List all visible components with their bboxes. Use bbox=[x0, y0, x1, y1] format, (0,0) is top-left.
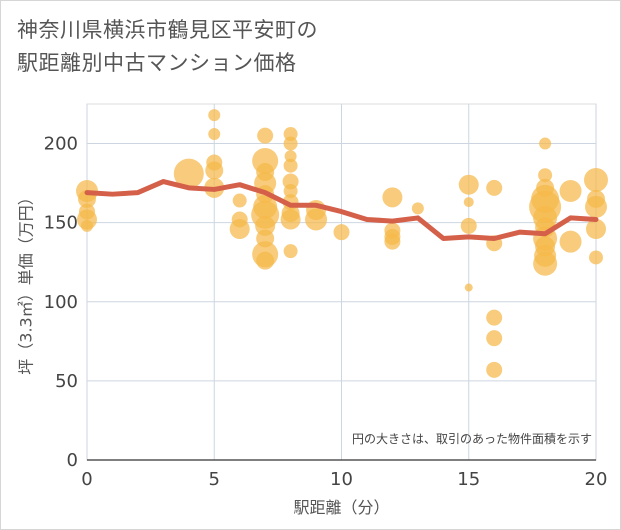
data-bubble bbox=[586, 218, 606, 239]
data-bubble bbox=[539, 137, 552, 150]
data-bubble bbox=[205, 161, 224, 180]
data-bubble bbox=[283, 184, 298, 199]
data-bubble bbox=[305, 208, 328, 231]
data-bubble bbox=[81, 219, 93, 232]
data-bubble bbox=[589, 250, 603, 265]
data-bubble bbox=[229, 218, 250, 239]
y-axis-label: 坪（3.3㎡）単価（万円） bbox=[17, 189, 36, 374]
y-tick-label: 100 bbox=[44, 292, 78, 313]
data-bubble bbox=[538, 168, 553, 183]
data-bubble bbox=[173, 158, 204, 189]
data-bubble bbox=[533, 251, 558, 276]
x-tick-label: 15 bbox=[457, 469, 480, 490]
data-bubble bbox=[585, 195, 607, 218]
data-bubble bbox=[208, 109, 221, 122]
size-annotation: 円の大きさは、取引のあった物件面積を示す bbox=[352, 431, 592, 446]
data-bubble bbox=[333, 224, 350, 241]
data-bubble bbox=[464, 283, 473, 292]
data-bubble bbox=[486, 361, 503, 378]
x-tick-label: 10 bbox=[330, 469, 353, 490]
data-bubble bbox=[463, 197, 474, 208]
data-bubble bbox=[486, 330, 503, 347]
data-bubble bbox=[559, 230, 582, 253]
data-bubble bbox=[283, 244, 298, 259]
data-bubble bbox=[559, 180, 582, 203]
trend-line bbox=[84, 179, 599, 241]
data-bubble bbox=[284, 150, 297, 163]
data-bubble bbox=[280, 209, 301, 230]
x-tick-label: 20 bbox=[585, 469, 608, 490]
data-bubble bbox=[257, 127, 274, 144]
x-tick-label: 0 bbox=[81, 469, 92, 490]
data-bubble bbox=[384, 233, 401, 250]
data-bubble bbox=[584, 167, 608, 192]
data-bubble bbox=[486, 179, 503, 196]
data-bubble bbox=[411, 202, 424, 215]
y-tick-label: 50 bbox=[55, 371, 78, 392]
data-bubble bbox=[460, 217, 477, 234]
chart-title: 神奈川県横浜市鶴見区平安町の 駅距離別中古マンション価格 bbox=[17, 14, 318, 80]
data-bubble bbox=[232, 193, 247, 208]
chart-title-line-2: 駅距離別中古マンション価格 bbox=[17, 51, 297, 75]
data-bubble bbox=[255, 215, 276, 236]
y-tick-label: 200 bbox=[44, 134, 78, 155]
data-bubble bbox=[283, 158, 298, 173]
y-tick-label: 150 bbox=[44, 213, 78, 234]
data-bubble bbox=[283, 136, 298, 151]
data-bubble bbox=[458, 174, 479, 195]
data-bubble bbox=[382, 187, 403, 208]
data-bubble bbox=[486, 309, 503, 326]
data-bubble bbox=[256, 251, 275, 270]
data-bubble bbox=[208, 128, 221, 141]
x-axis-label: 駅距離（分） bbox=[293, 498, 389, 517]
y-tick-label: 0 bbox=[67, 450, 78, 471]
chart-title-line-1: 神奈川県横浜市鶴見区平安町の bbox=[17, 18, 318, 42]
x-tick-label: 5 bbox=[209, 469, 220, 490]
